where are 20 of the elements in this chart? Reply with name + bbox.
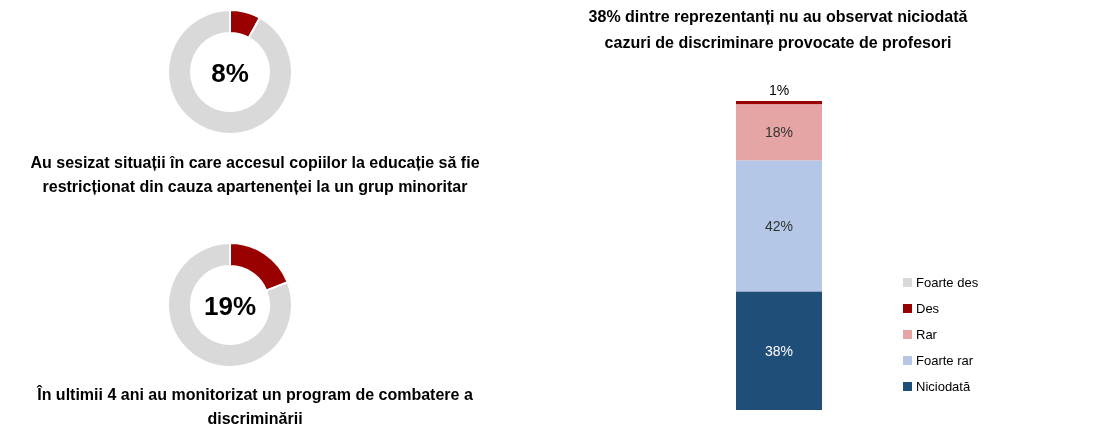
- legend-label: Rar: [916, 327, 938, 342]
- bar: [736, 160, 822, 292]
- bar: [736, 101, 822, 105]
- legend-label: Niciodată: [916, 379, 971, 394]
- bar: [736, 104, 822, 161]
- data-label: 42%: [764, 217, 794, 234]
- donut-slice: [167, 242, 293, 368]
- legend-label: Des: [916, 301, 940, 316]
- legend-label: Foarte rar: [916, 353, 974, 368]
- chart-title: 38% dintre reprezentanți nu au observat niciodată cazuri de discriminare provocate de profesori: [588, 8, 968, 51]
- bar: [736, 291, 822, 410]
- data-label: 1%: [768, 82, 790, 98]
- text: În ultimii 4 ani au monitorizat un program de combatere a discriminării: [36, 385, 473, 427]
- legend-label: Foarte des: [916, 275, 979, 290]
- data-label: 38%: [764, 342, 794, 359]
- text: Au sesizat situații în care accesul copiilor la educație să fie restricționat din cauza apartenenței la un grup minoritar: [30, 154, 480, 195]
- donut-slice: [167, 9, 293, 135]
- text: 8%: [211, 58, 249, 88]
- data-label: 18%: [764, 124, 794, 141]
- text: 19%: [203, 291, 257, 321]
